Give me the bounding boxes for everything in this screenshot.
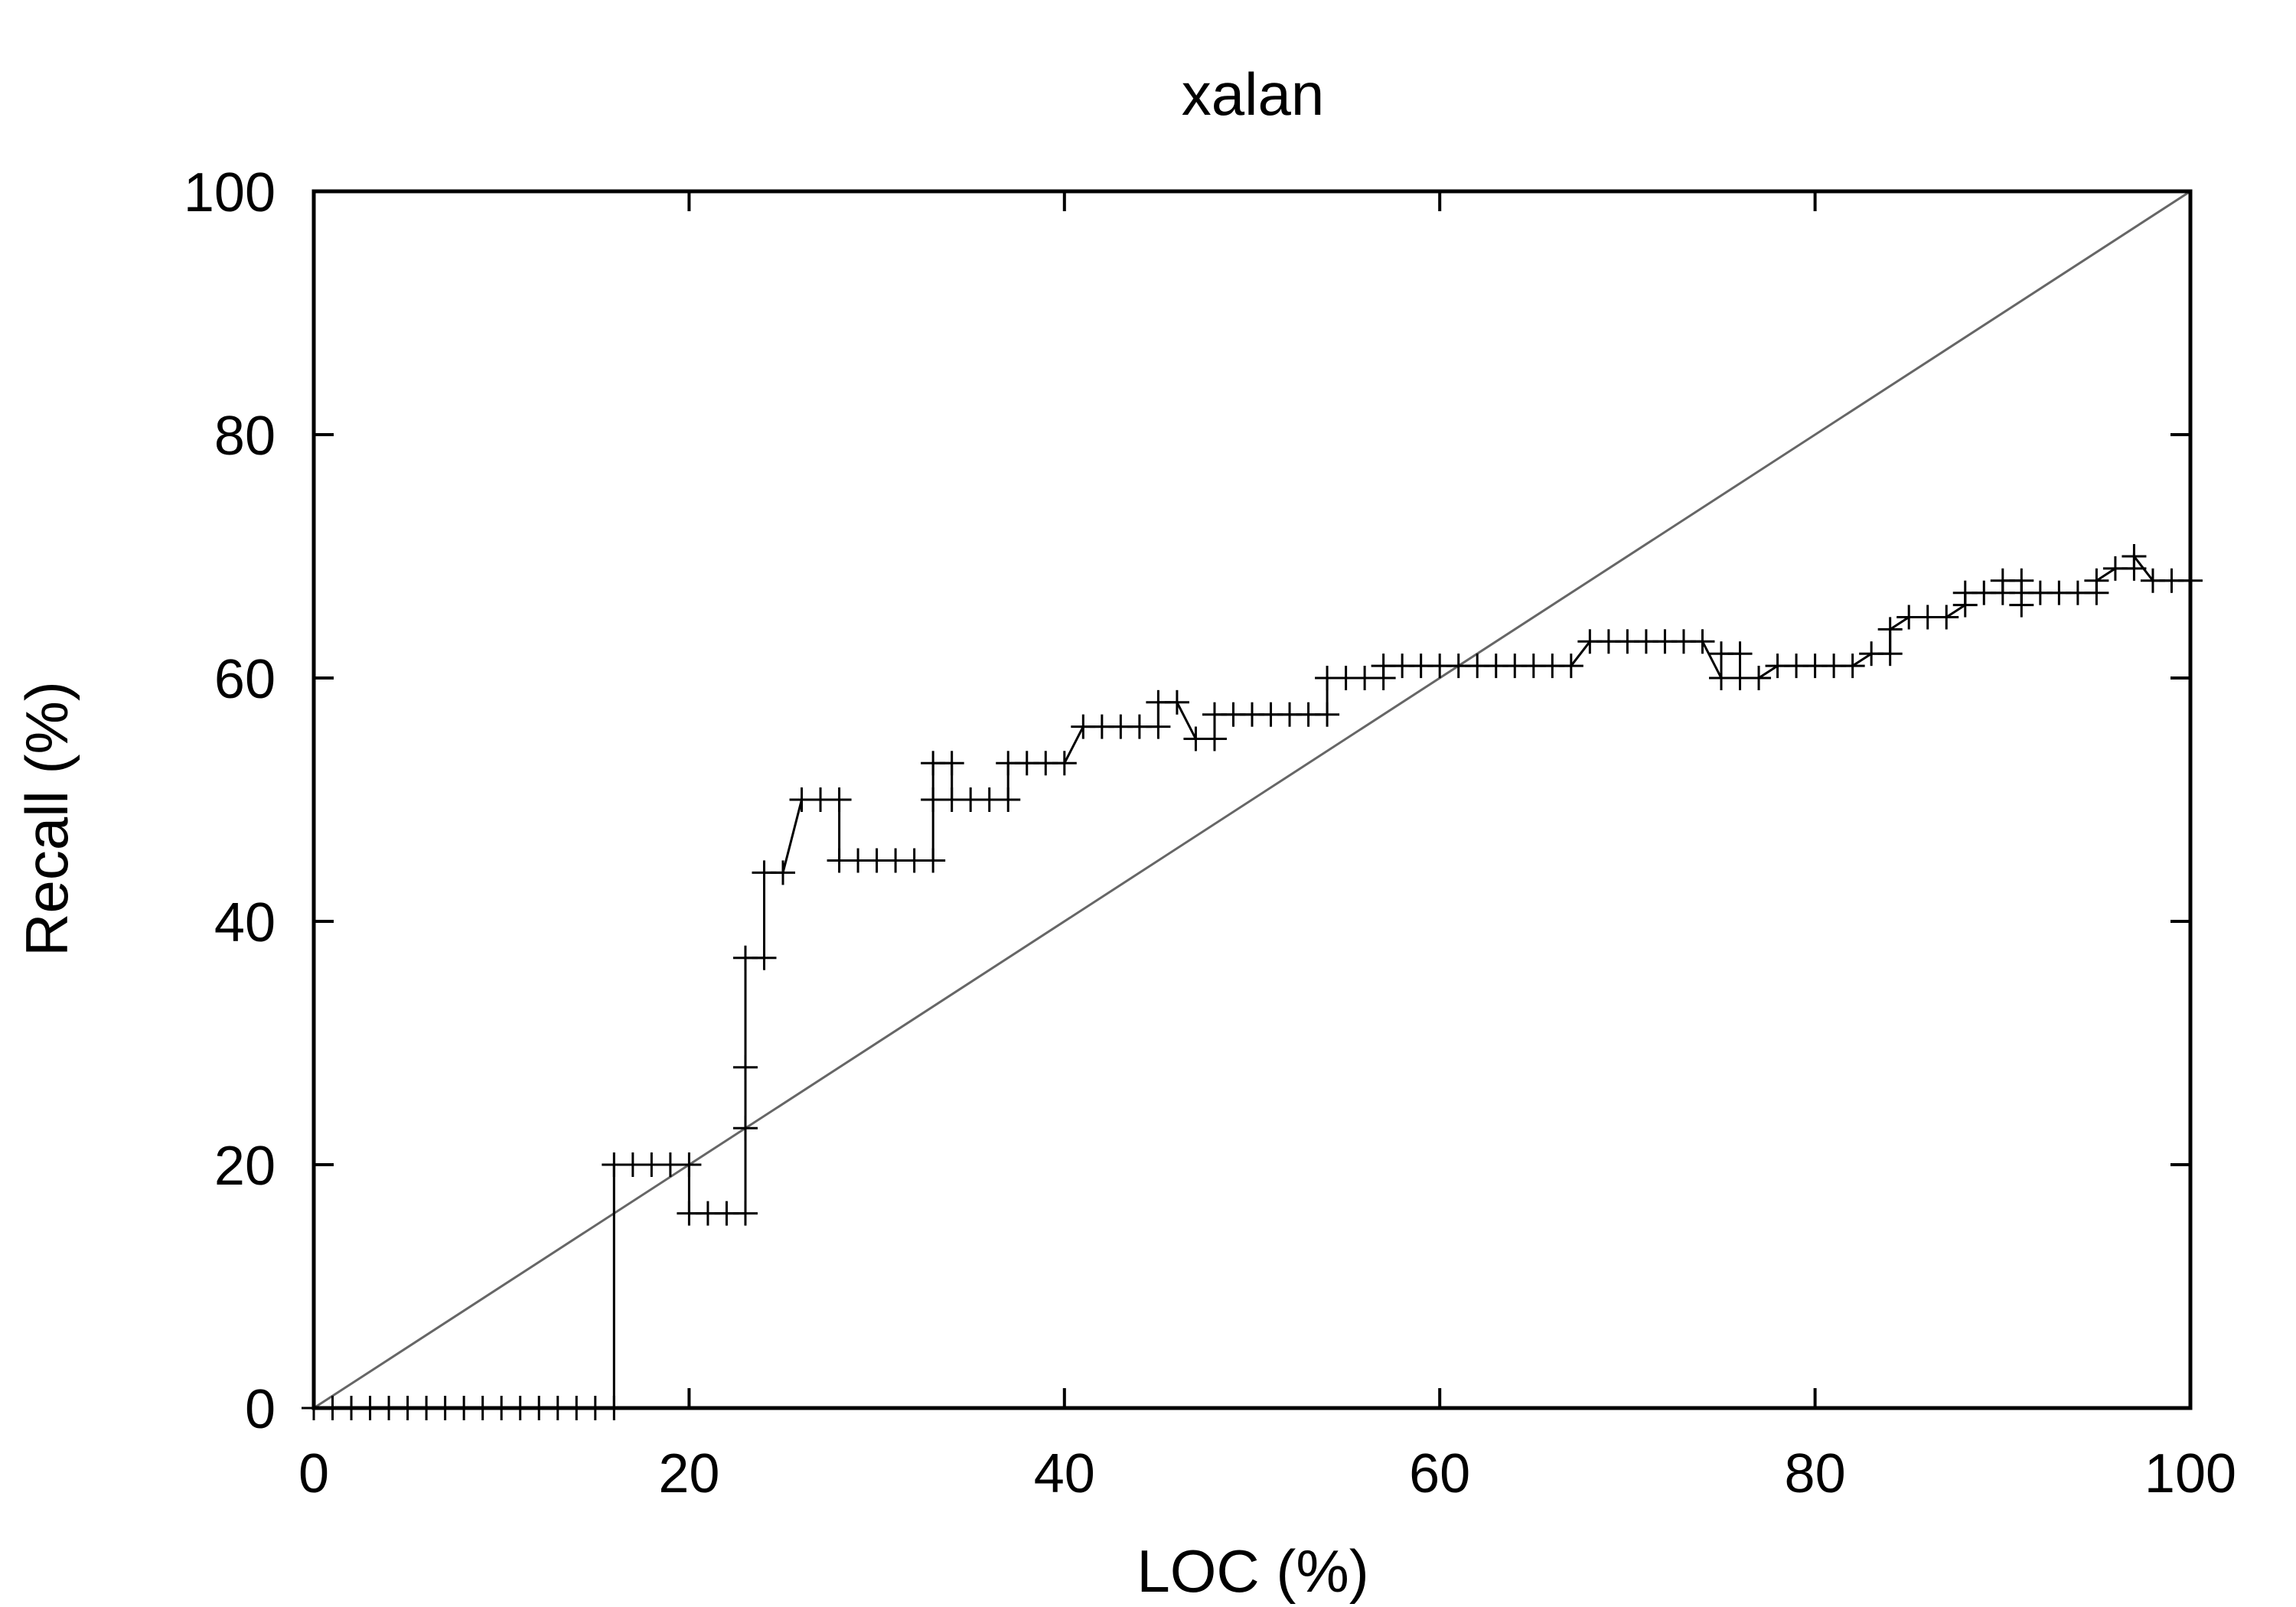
x-tick-label: 100 xyxy=(2144,1443,2236,1504)
x-tick-label: 20 xyxy=(658,1443,719,1504)
data-point xyxy=(732,1054,758,1080)
data-point xyxy=(1746,666,1772,690)
data-point xyxy=(1164,689,1189,715)
data-point xyxy=(1558,654,1583,679)
data-point xyxy=(1690,629,1715,654)
y-axis-label: Recall (%) xyxy=(13,681,80,957)
data-point xyxy=(1877,617,1903,642)
data-point xyxy=(732,1201,758,1226)
y-tick-label: 80 xyxy=(214,406,276,467)
data-point xyxy=(732,1116,758,1141)
data-point xyxy=(1934,605,1959,630)
y-tick-label: 60 xyxy=(214,649,276,710)
data-point xyxy=(1840,654,1865,679)
x-tick-label: 40 xyxy=(1034,1443,1095,1504)
data-point xyxy=(1052,751,1077,776)
y-tick-label: 40 xyxy=(214,892,276,953)
plot-area xyxy=(302,190,2203,1420)
data-point xyxy=(752,945,777,970)
y-tick-label: 100 xyxy=(184,162,276,223)
data-point xyxy=(1727,641,1753,667)
series-line-diagonal xyxy=(313,190,2191,1410)
x-tick-label: 0 xyxy=(298,1443,329,1504)
x-tick-label: 60 xyxy=(1409,1443,1470,1504)
x-axis: 0 20 40 60 80 100 xyxy=(298,191,2236,1504)
y-tick-label: 20 xyxy=(214,1136,276,1197)
data-point xyxy=(1146,714,1171,739)
data-point xyxy=(1877,641,1903,667)
series-line-recall xyxy=(314,553,2190,1410)
data-point xyxy=(771,860,795,885)
data-point xyxy=(2084,568,2109,593)
y-tick-label: 0 xyxy=(245,1379,276,1440)
chart-title: xalan xyxy=(1182,60,1324,128)
data-point xyxy=(996,787,1021,812)
data-point xyxy=(2122,544,2147,569)
data-point xyxy=(1202,726,1227,751)
y-axis: 0 20 40 60 80 100 xyxy=(184,162,2190,1440)
data-point xyxy=(827,787,852,812)
x-tick-label: 80 xyxy=(1785,1443,1846,1504)
data-point xyxy=(1315,702,1340,727)
data-point xyxy=(677,1152,702,1177)
plot-frame xyxy=(311,189,2193,1410)
data-point xyxy=(939,751,964,776)
data-point xyxy=(921,848,946,873)
x-axis-label: LOC (%) xyxy=(1137,1537,1368,1605)
